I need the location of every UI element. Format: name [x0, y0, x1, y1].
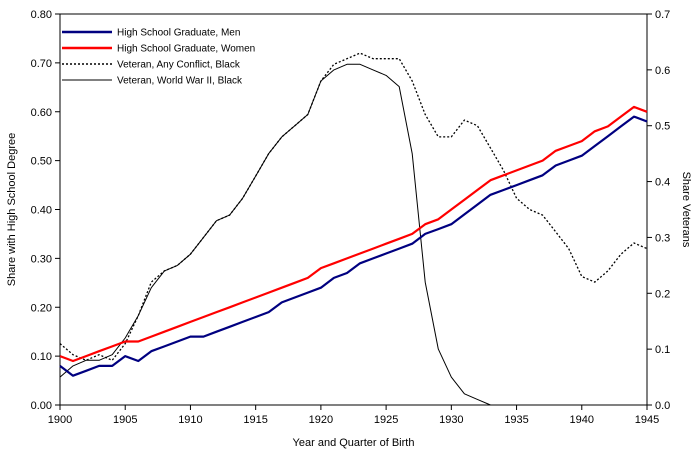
right-y-tick-label: 0.5 [655, 121, 670, 133]
left-y-tick-label: 0.00 [31, 400, 52, 412]
series-line-2 [59, 52, 648, 361]
left-y-tick-label: 0.30 [31, 253, 52, 265]
x-axis-ticks: 1900 1905 1910 1915 1920 1925 1930 1935 1940 1945 [48, 405, 659, 426]
legend-label-women: High School Graduate, Women [117, 44, 255, 55]
left-y-tick-label: 0.80 [31, 9, 52, 21]
plot-area-border [59, 13, 648, 406]
x-tick-label: 1905 [113, 414, 137, 426]
left-y-tick-label: 0.40 [31, 205, 52, 217]
right-y-tick-label: 0.2 [655, 288, 670, 300]
right-y-tick-label: 0.4 [655, 177, 670, 189]
right-y-tick-label: 0.1 [655, 344, 670, 356]
x-tick-label: 1925 [374, 414, 398, 426]
right-y-tick-label: 0.3 [655, 232, 670, 244]
x-tick-label: 1900 [48, 414, 72, 426]
right-y-tick-label: 0.7 [655, 9, 670, 21]
left-y-tick-label: 0.20 [31, 302, 52, 314]
x-axis-title: Year and Quarter of Birth [293, 437, 415, 449]
x-tick-label: 1930 [439, 414, 463, 426]
legend-label-wwii: Veteran, World War II, Black [117, 76, 243, 87]
series-line-1 [59, 105, 648, 363]
plot-frame [59, 13, 648, 406]
legend: High School Graduate, Men High School Gr… [62, 28, 255, 87]
legend-item-any-conflict: Veteran, Any Conflict, Black [62, 60, 241, 71]
x-tick-label: 1940 [570, 414, 594, 426]
left-y-axis-title: Share with High School Degree [6, 133, 18, 286]
right-y-axis-ticks: 0.0 0.1 0.2 0.3 0.4 0.5 0.6 0.7 [647, 9, 670, 412]
legend-item-wwii: Veteran, World War II, Black [62, 76, 243, 87]
left-y-tick-label: 0.60 [31, 107, 52, 119]
legend-item-women: High School Graduate, Women [62, 44, 255, 55]
x-tick-label: 1920 [309, 414, 333, 426]
legend-item-men: High School Graduate, Men [62, 28, 240, 39]
right-y-tick-label: 0.0 [655, 400, 670, 412]
left-y-tick-label: 0.70 [31, 58, 52, 70]
x-tick-label: 1915 [243, 414, 267, 426]
right-y-tick-label: 0.6 [655, 65, 670, 77]
x-tick-label: 1945 [635, 414, 659, 426]
left-y-tick-label: 0.10 [31, 351, 52, 363]
left-y-axis-ticks: 0.00 0.10 0.20 0.30 0.40 0.50 0.60 0.70 0.80 [31, 9, 60, 412]
x-tick-label: 1935 [504, 414, 528, 426]
right-y-axis-title: Share Veterans [680, 172, 691, 248]
series-layer [59, 52, 648, 406]
series-line-0 [59, 115, 648, 377]
left-y-tick-label: 0.50 [31, 156, 52, 168]
x-tick-label: 1910 [178, 414, 202, 426]
legend-label-any-conflict: Veteran, Any Conflict, Black [117, 60, 241, 71]
legend-label-men: High School Graduate, Men [117, 28, 240, 39]
